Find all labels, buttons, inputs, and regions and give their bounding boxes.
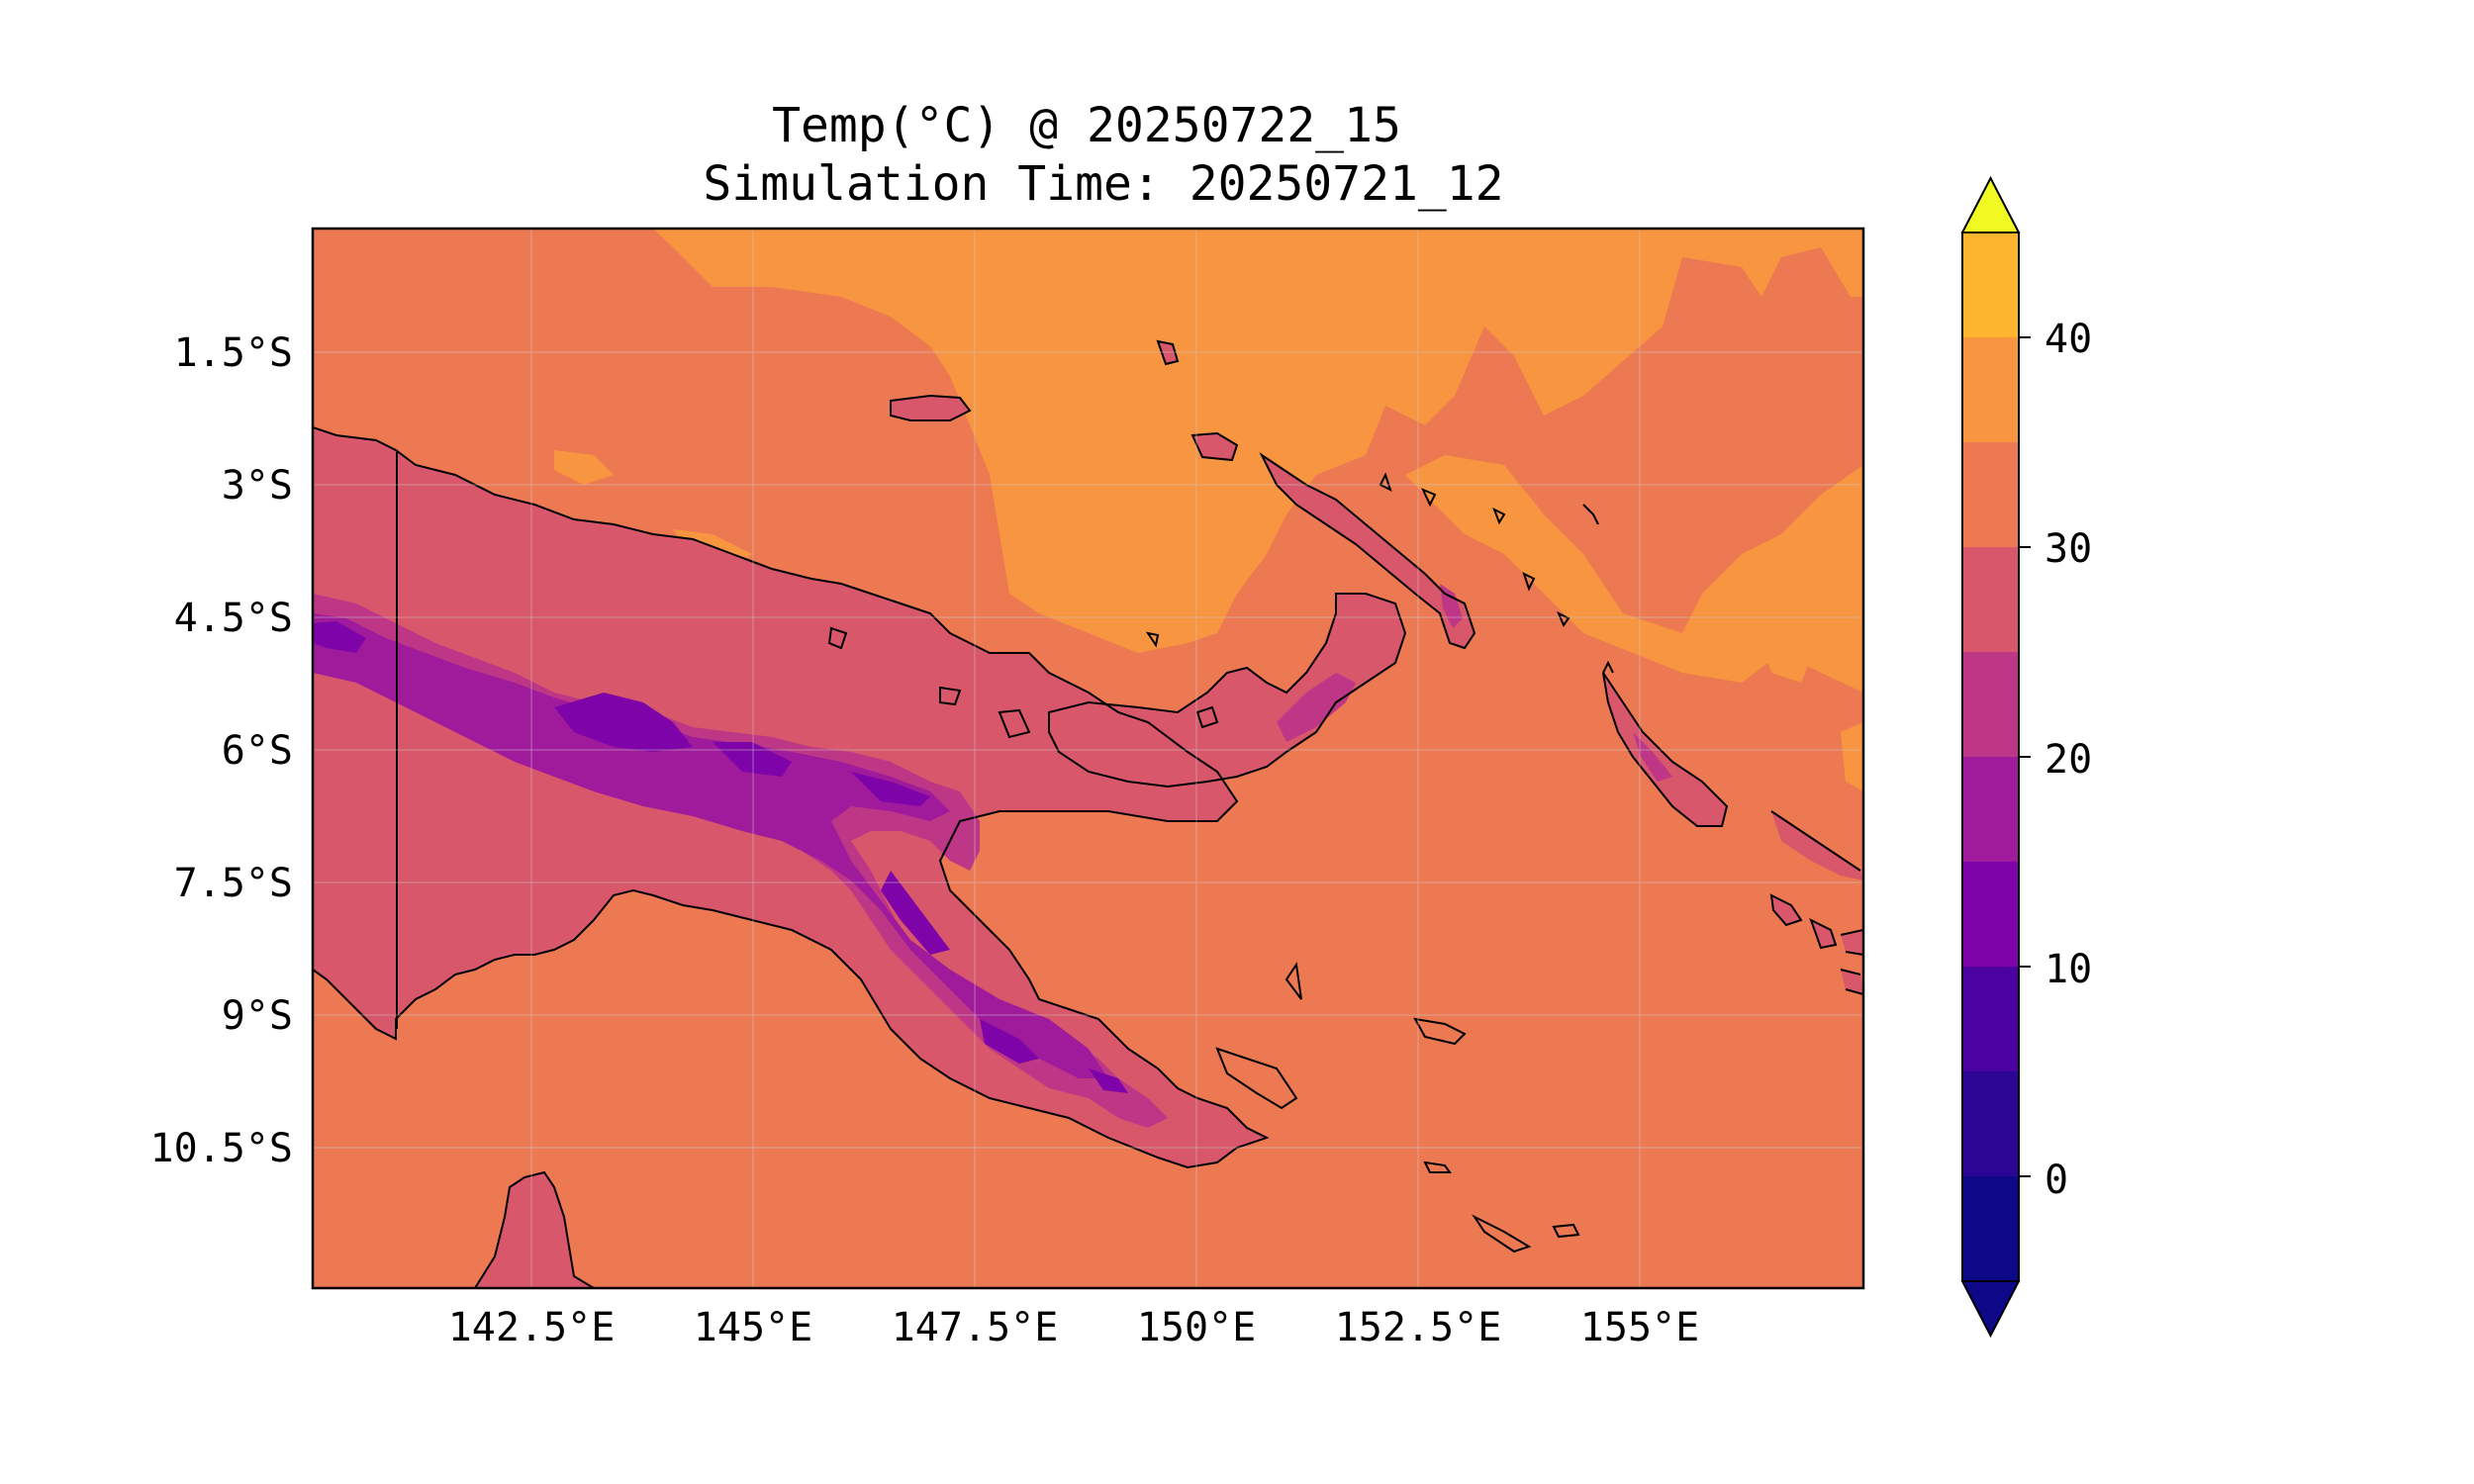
map-title-line1: Temp(°C) @ 20250722_15 (772, 98, 1401, 153)
colorbar-tick-labels: 0 10 20 30 40 (2045, 317, 2092, 1203)
lat-label: 6°S (222, 728, 293, 774)
colorbar-bin (1962, 442, 2019, 547)
colorbar-bin (1962, 652, 2019, 757)
colorbar-bin (1962, 862, 2019, 967)
longitude-labels: 142.5°E 145°E 147.5°E 150°E 152.5°E 155°… (448, 1305, 1700, 1350)
lon-label: 152.5°E (1335, 1305, 1502, 1350)
colorbar-tick-label: 0 (2045, 1158, 2068, 1203)
solomon-island (1841, 930, 1863, 955)
lon-label: 150°E (1137, 1305, 1256, 1350)
colorbar-bin (1962, 757, 2019, 862)
colorbar-bin (1962, 232, 2019, 337)
colorbar-bin (1962, 547, 2019, 652)
lat-label: 7.5°S (174, 861, 293, 906)
lon-label: 142.5°E (448, 1305, 616, 1350)
colorbar-bin (1962, 967, 2019, 1071)
lon-label: 145°E (694, 1305, 812, 1350)
lat-label: 4.5°S (174, 596, 293, 641)
colorbar-extend-max (1960, 175, 2021, 233)
small-island (1192, 433, 1237, 460)
small-island (940, 688, 960, 704)
lat-label: 10.5°S (150, 1126, 294, 1171)
colorbar-extend-min (1960, 1280, 2021, 1339)
lon-label: 147.5°E (892, 1305, 1059, 1350)
map-frame (311, 227, 1865, 1290)
coastlines (313, 339, 1863, 1288)
colorbar-bin (1962, 337, 2019, 442)
latitude-labels: 1.5°S 3°S 4.5°S 6°S 7.5°S 9°S 10.5°S (150, 330, 294, 1171)
new-britain-island (1049, 594, 1405, 787)
cape-york-peninsula (475, 1172, 594, 1288)
lon-label: 155°E (1580, 1305, 1699, 1350)
lat-label: 3°S (222, 463, 293, 509)
colorbar-bin (1962, 1071, 2019, 1176)
lat-label: 9°S (222, 993, 293, 1039)
map-panel (313, 229, 1863, 1288)
colorbar-tick-label: 30 (2045, 526, 2092, 572)
solomon-island (1771, 895, 1801, 925)
bougainville-island (1603, 673, 1727, 826)
solomon-island (1771, 811, 1863, 881)
highland-peaks (313, 621, 1128, 1093)
colorbar-tick-label: 20 (2045, 737, 2092, 783)
solomon-island (1841, 970, 1863, 994)
colorbar-tick-label: 10 (2045, 947, 2092, 992)
manus-island (891, 396, 970, 420)
new-guinea-highland (313, 613, 1108, 1078)
solomon-island (1811, 920, 1836, 948)
map-title-line2: Simulation Time: 20250721_12 (703, 156, 1503, 212)
lat-label: 1.5°S (174, 330, 293, 376)
bougainville-upland (1633, 732, 1672, 782)
colorbar-tick-label: 40 (2045, 317, 2092, 362)
new-britain-upland (1277, 673, 1356, 742)
colorbar (1960, 175, 2031, 1339)
map-gridlines (313, 229, 1863, 1288)
colorbar-bin (1962, 1176, 2019, 1281)
new-ireland-island (1262, 455, 1475, 648)
